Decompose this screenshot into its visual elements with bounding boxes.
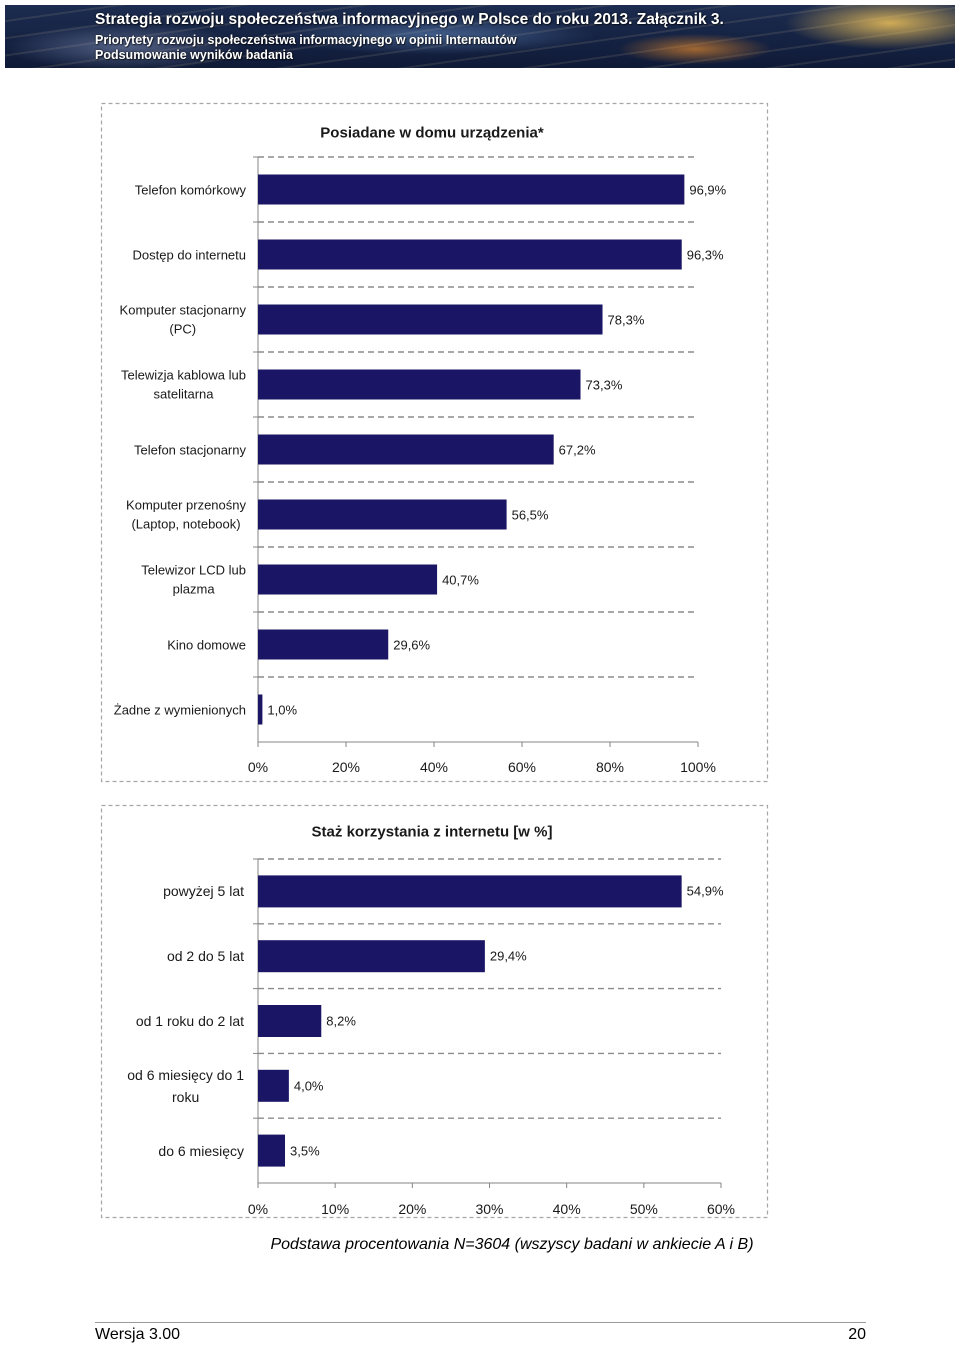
internet-experience-bar-2 [258,940,485,973]
devices-category-label: Dostęp do internetu [132,246,246,262]
devices-value-label: 96,3% [686,247,724,262]
devices-x-tick-label: 60% [507,759,537,775]
devices-category-label: Telefon komórkowy [134,181,246,197]
devices-chart-frame [100,102,769,783]
internet-experience-category-label: od 2 do 5 lat [166,948,244,965]
document-section: Podsumowanie wyników badania [95,48,293,62]
devices-category-label: Telefon stacjonarny [133,441,246,457]
devices-x-tick-label: 0% [247,759,269,775]
devices-bar-7 [258,564,438,595]
internet-experience-x-tick-label: 40% [552,1201,581,1217]
devices-value-label: 96,9% [689,182,727,197]
internet-experience-value-label: 29,4% [489,948,527,964]
devices-bar-4 [258,369,581,400]
devices-bar-1 [258,174,685,205]
internet-experience-category-label: do 6 miesięcy [158,1142,244,1159]
devices-value-label: 56,5% [511,507,549,522]
devices-x-tick-label: 20% [331,759,361,775]
footer-divider [95,1322,866,1323]
devices-value-label: 67,2% [558,442,596,457]
internet-experience-value-label: 8,2% [326,1013,356,1029]
internet-experience-value-label: 3,5% [290,1143,320,1159]
devices-bar-3 [258,304,603,335]
devices-bar-8 [258,629,389,660]
internet-experience-bar-3 [258,1005,322,1037]
devices-chart-title: Posiadane w domu urządzenia* [320,124,544,142]
devices-bar-9 [258,694,263,725]
devices-category-label: Telewizja kablowa lub satelitarna [120,367,246,402]
page-number: 20 [848,1326,866,1343]
devices-bar-6 [258,499,507,530]
devices-category-label: Komputer stacjonarny (PC) [119,302,246,337]
internet-experience-chart-title: Staż korzystania z internetu [w %] [311,823,553,841]
document-subtitle: Priorytety rozwoju społeczeństwa informa… [95,33,517,47]
internet-experience-category-label: od 1 roku do 2 lat [135,1013,244,1029]
devices-category-label: Kino domowe [167,636,246,652]
internet-experience-value-label: 54,9% [686,883,724,899]
internet-experience-bar-5 [258,1134,286,1167]
devices-value-label: 1,0% [267,702,298,717]
internet-experience-x-tick-label: 20% [398,1201,427,1217]
internet-experience-bar-1 [258,875,682,908]
internet-experience-x-tick-label: 10% [321,1201,350,1217]
chart-caption: Podstawa procentowania N=3604 (wszyscy b… [270,1236,754,1253]
document-header-banner: Strategia rozwoju społeczeństwa informac… [5,5,955,68]
devices-x-tick-label: 100% [680,759,716,775]
internet-experience-x-tick-label: 30% [475,1201,504,1217]
internet-experience-category-label: od 6 miesięcy do 1 roku [127,1066,244,1105]
footer-version: Wersja 3.00 [95,1326,181,1343]
devices-x-tick-label: 80% [595,759,625,775]
internet-experience-x-tick-label: 0% [247,1201,269,1217]
document-title: Strategia rozwoju społeczeństwa informac… [95,11,724,28]
devices-value-label: 40,7% [442,572,479,587]
internet-experience-x-tick-label: 50% [629,1201,658,1217]
devices-x-tick-label: 40% [419,759,449,775]
devices-bar-5 [258,434,554,465]
internet-experience-chart-frame [100,804,769,1219]
internet-experience-category-label: powyżej 5 lat [163,883,244,900]
devices-value-label: 78,3% [607,312,645,327]
devices-value-label: 73,3% [585,377,623,392]
internet-experience-bar-4 [258,1069,289,1102]
internet-experience-x-tick-label: 60% [706,1201,736,1217]
devices-category-label: Telewizor LCD lub plazma [141,562,246,597]
devices-category-label: Komputer przenośny (Laptop, notebook) [126,497,246,532]
devices-category-label: Żadne z wymienionych [113,701,246,717]
devices-value-label: 29,6% [393,637,431,652]
internet-experience-value-label: 4,0% [293,1078,324,1094]
devices-bar-2 [258,239,682,270]
